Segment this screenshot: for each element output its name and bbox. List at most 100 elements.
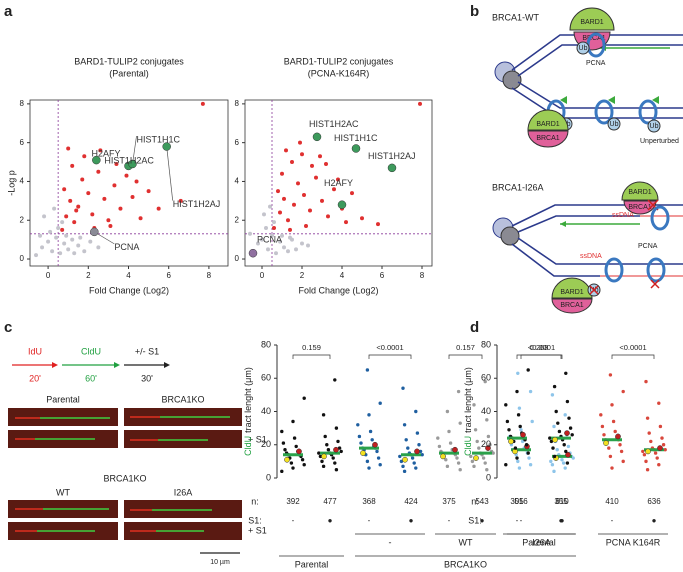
data-point xyxy=(550,393,555,397)
data-point xyxy=(339,449,343,454)
s1-value: - xyxy=(368,516,371,525)
point-label: HIST1H2AC xyxy=(309,119,359,129)
y-tick-label: 8 xyxy=(235,99,240,108)
x-axis-label: Fold Change (Log2) xyxy=(298,285,378,295)
data-point xyxy=(515,389,519,394)
point-label: HIST1H2AC xyxy=(104,155,154,165)
s1-value: - xyxy=(448,516,451,525)
y-axis-label-rest: tract lenght (μm) xyxy=(243,367,253,433)
n-value: 636 xyxy=(647,497,661,506)
y-tick-label: 6 xyxy=(235,138,240,147)
x-tick-label: 0 xyxy=(260,271,265,280)
data-point xyxy=(481,456,486,460)
data-point xyxy=(448,441,453,445)
data-point xyxy=(418,449,423,454)
replicate-marker xyxy=(321,453,327,460)
pulse-label: +/- S1 xyxy=(135,346,159,356)
background-point xyxy=(58,251,63,256)
data-point xyxy=(621,389,625,394)
n-value: 424 xyxy=(404,497,418,506)
hit-point xyxy=(90,212,95,217)
data-point xyxy=(555,448,559,452)
y-tick-label: 80 xyxy=(481,339,491,349)
data-point xyxy=(365,368,370,372)
data-point xyxy=(420,453,424,457)
data-point xyxy=(621,459,625,464)
data-point xyxy=(402,423,407,427)
data-point xyxy=(321,464,326,469)
data-point xyxy=(436,436,440,440)
point-label: H2AFY xyxy=(91,148,120,158)
data-point xyxy=(602,433,606,437)
data-point xyxy=(552,384,557,389)
data-point xyxy=(365,459,370,464)
hit-point xyxy=(332,187,336,192)
background-point xyxy=(50,249,55,254)
n-value: 375 xyxy=(442,497,456,506)
background-point xyxy=(266,247,270,252)
data-point xyxy=(458,467,462,472)
point-label: H2AFY xyxy=(324,178,353,188)
group-label: Parental xyxy=(295,559,329,569)
n-row-label: n: xyxy=(251,496,259,506)
hit-point xyxy=(112,183,117,188)
diagram-label: BRCA1 xyxy=(628,204,651,211)
p-value: <0.0001 xyxy=(376,343,403,352)
data-point xyxy=(644,379,648,384)
data-point xyxy=(519,428,523,432)
hit-point xyxy=(130,194,135,199)
data-point xyxy=(333,461,337,465)
data-point xyxy=(507,428,511,432)
data-point xyxy=(437,444,442,449)
background-point xyxy=(282,245,286,250)
data-point xyxy=(281,441,286,445)
data-point xyxy=(378,463,382,467)
replicate-marker xyxy=(615,433,621,440)
hit-point xyxy=(68,198,73,203)
data-point xyxy=(644,459,648,464)
group-label: Parental xyxy=(522,537,556,547)
data-point xyxy=(552,454,557,459)
hit-point xyxy=(80,177,85,182)
s1-row-label: S1: xyxy=(468,515,482,525)
data-point xyxy=(524,443,529,447)
n-value: 477 xyxy=(323,497,337,506)
data-point xyxy=(513,446,518,450)
data-point xyxy=(378,401,382,405)
data-point xyxy=(472,403,476,407)
data-point xyxy=(530,419,534,424)
data-point xyxy=(528,463,533,467)
n-value: 368 xyxy=(362,497,376,506)
data-point xyxy=(456,389,461,394)
data-point xyxy=(520,439,525,444)
data-point xyxy=(412,461,416,465)
data-point xyxy=(447,429,451,434)
background-point xyxy=(278,239,282,244)
replicate-marker xyxy=(565,451,571,458)
plot-title: BARD1-TULIP2 conjugates xyxy=(284,56,394,66)
data-point xyxy=(658,424,663,429)
diagram-label: BARD1 xyxy=(580,19,603,26)
y-axis-label-colored: CldU xyxy=(243,436,253,456)
y-tick-label: 0 xyxy=(266,472,271,482)
data-point xyxy=(455,456,459,460)
data-point xyxy=(456,461,461,465)
y-tick-label: 40 xyxy=(481,406,491,416)
data-point xyxy=(518,424,522,429)
hit-point xyxy=(336,177,340,182)
hit-point xyxy=(310,163,314,168)
n-value: 305 xyxy=(510,497,524,506)
data-point xyxy=(645,467,650,472)
s1-value: ● xyxy=(480,516,485,525)
y-tick-label: 2 xyxy=(20,215,25,224)
data-point xyxy=(515,456,519,460)
data-point xyxy=(469,454,473,459)
hit-point xyxy=(96,169,101,174)
data-point xyxy=(359,441,363,445)
n-value: 355 xyxy=(554,497,568,506)
data-point xyxy=(445,409,450,414)
hit-point xyxy=(298,140,302,145)
point-label: HIST1H1C xyxy=(334,133,378,143)
s1-value: ● xyxy=(409,516,414,525)
s1-value: ● xyxy=(328,516,333,525)
